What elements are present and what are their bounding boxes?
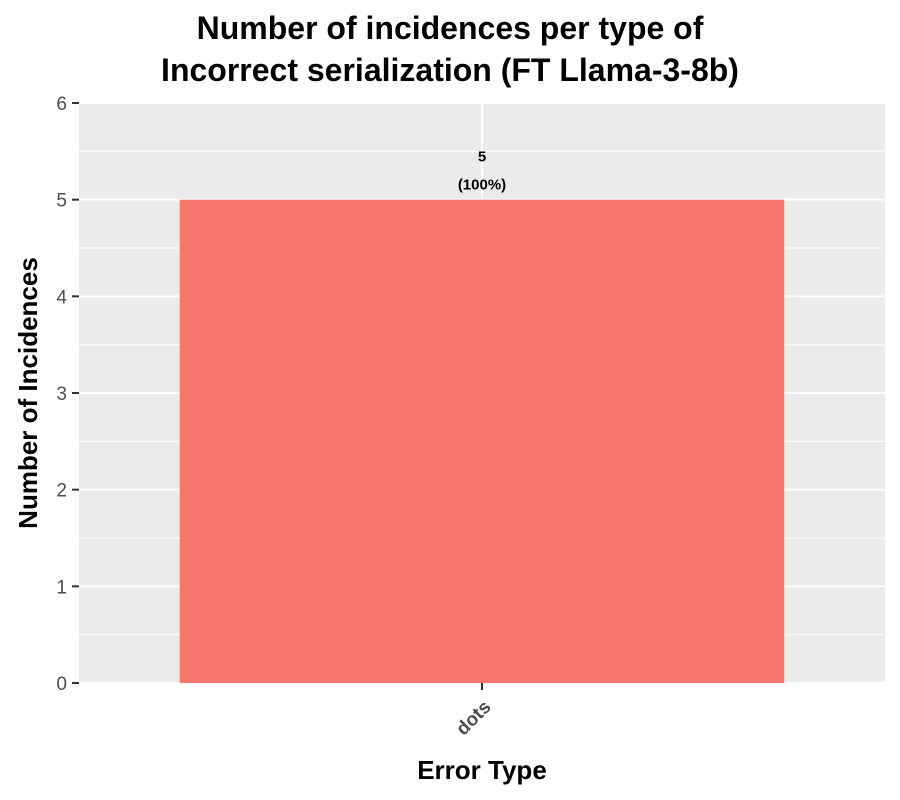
y-tick-label: 6 (56, 94, 67, 115)
y-tick-label: 5 (56, 191, 67, 212)
chart-title-line-2: Incorrect serialization (FT Llama-3-8b) (161, 52, 739, 88)
bar-percent-label: (100%) (458, 177, 506, 194)
bar-value-label: 5 (478, 149, 486, 166)
x-tick-label: dots (452, 697, 495, 740)
y-axis-title: Number of Incidences (13, 257, 43, 529)
y-tick-label: 1 (56, 577, 67, 598)
chart-title-line-1: Number of incidences per type of (196, 10, 704, 46)
y-tick-label: 4 (56, 287, 67, 308)
y-tick-label: 3 (56, 384, 67, 405)
bar-dots (179, 199, 785, 683)
y-tick-label: 0 (56, 674, 67, 695)
x-axis-title: Error Type (417, 755, 547, 785)
y-tick-label: 2 (56, 481, 67, 502)
